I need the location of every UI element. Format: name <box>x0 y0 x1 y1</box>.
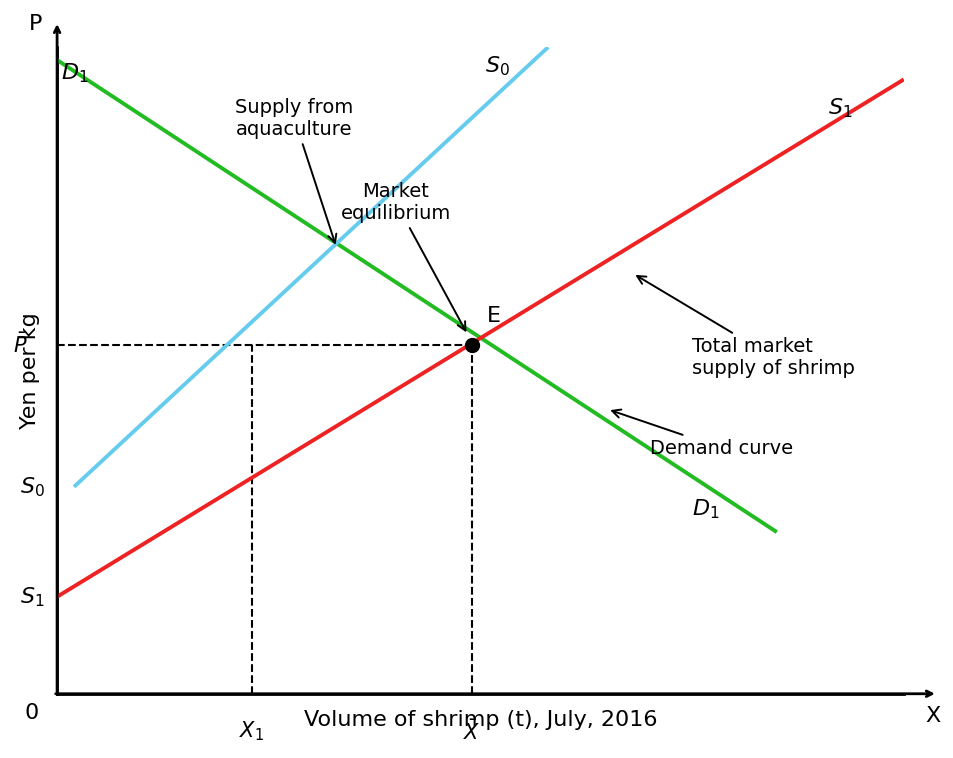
Text: $D_1$: $D_1$ <box>692 498 719 522</box>
Text: E: E <box>487 306 500 327</box>
Text: $D_1$: $D_1$ <box>61 61 89 85</box>
Y-axis label: Yen per kg: Yen per kg <box>20 312 40 429</box>
Text: $S_1$: $S_1$ <box>20 585 45 609</box>
Text: X: X <box>924 706 940 726</box>
Text: 0: 0 <box>25 703 39 723</box>
Text: Market
equilibrium: Market equilibrium <box>340 182 465 330</box>
X-axis label: Volume of shrimp (t), July, 2016: Volume of shrimp (t), July, 2016 <box>303 710 657 731</box>
Text: $S_1$: $S_1$ <box>827 97 851 121</box>
Text: $X_1$: $X_1$ <box>239 719 264 744</box>
Text: Demand curve: Demand curve <box>612 409 792 458</box>
Text: $S_0$: $S_0$ <box>484 55 509 78</box>
Text: P: P <box>30 14 43 34</box>
Text: $\bar{P}$: $\bar{P}$ <box>13 333 28 357</box>
Text: $S_0$: $S_0$ <box>19 475 45 499</box>
Text: Total market
supply of shrimp: Total market supply of shrimp <box>637 276 854 378</box>
Text: Supply from
aquaculture: Supply from aquaculture <box>234 98 353 243</box>
Text: $\bar{X}$: $\bar{X}$ <box>463 719 480 744</box>
